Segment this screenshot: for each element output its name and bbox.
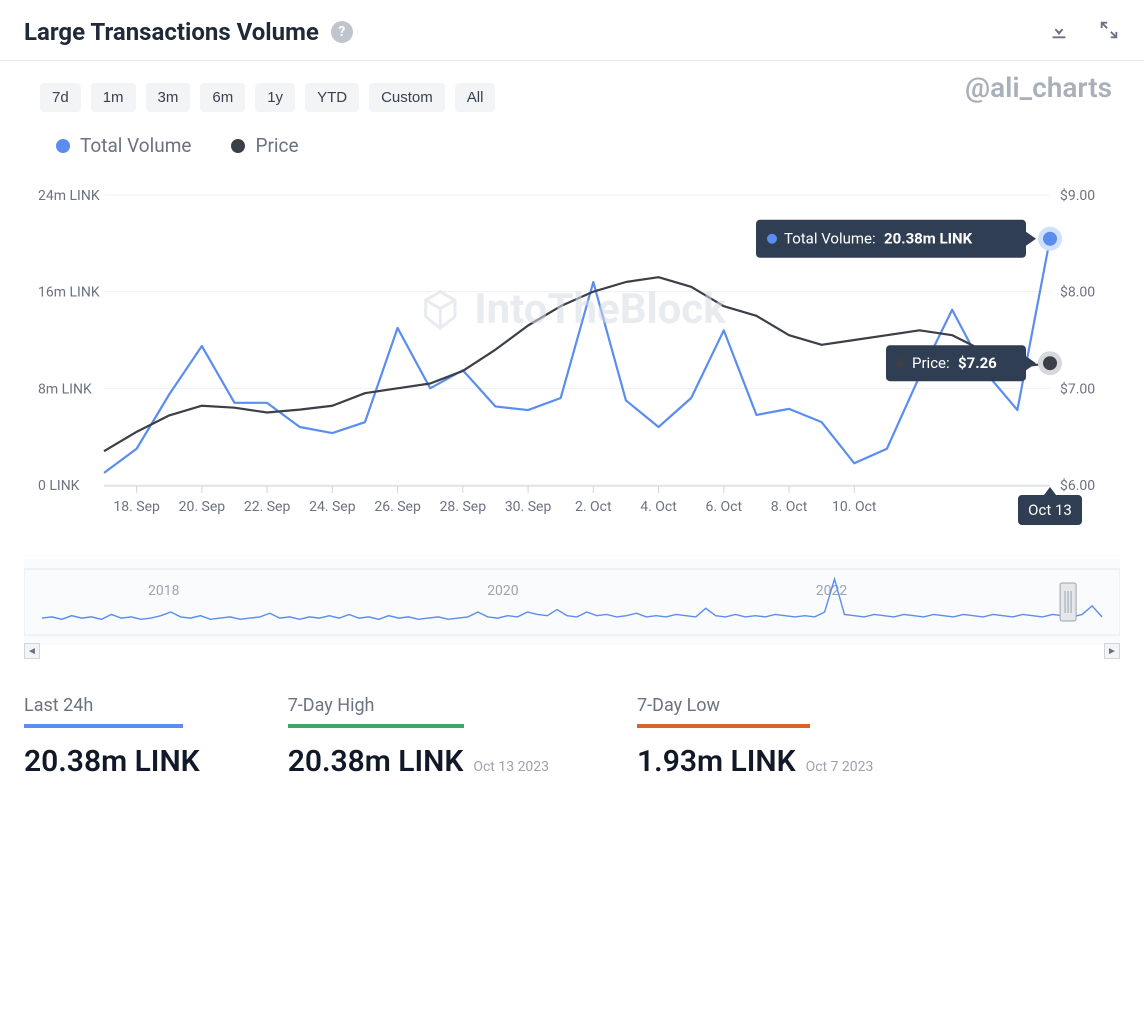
range-3m[interactable]: 3m [146, 83, 191, 112]
svg-text:22. Sep: 22. Sep [244, 499, 291, 515]
svg-text:$7.26: $7.26 [958, 354, 997, 372]
svg-text:16m LINK: 16m LINK [38, 285, 100, 301]
svg-text:$9.00: $9.00 [1060, 187, 1095, 204]
range-controls: 7d 1m 3m 6m 1y YTD Custom All @ali_chart… [0, 61, 1144, 124]
brush-area[interactable]: 201820202022 ◄ ► [0, 555, 1144, 667]
stat-7day-high-value: 20.38m LINK [288, 744, 464, 779]
svg-text:4. Oct: 4. Oct [640, 499, 677, 515]
stat-7day-low-label: 7-Day Low [637, 695, 810, 728]
range-6m[interactable]: 6m [200, 83, 245, 112]
stat-7day-high: 7-Day High 20.38m LINK Oct 13 2023 [288, 695, 549, 779]
range-1m[interactable]: 1m [91, 83, 136, 112]
svg-text:$8.00: $8.00 [1060, 284, 1095, 301]
stats-row: Last 24h 20.38m LINK 7-Day High 20.38m L… [0, 667, 1144, 815]
legend-price-label: Price [255, 134, 298, 157]
svg-text:24. Sep: 24. Sep [309, 499, 356, 515]
brush-scroll-right-icon[interactable]: ► [1104, 643, 1120, 659]
svg-text:2. Oct: 2. Oct [575, 499, 612, 515]
range-all[interactable]: All [455, 83, 496, 112]
chart-area[interactable]: IntoTheBlock 0 LINK8m LINK16m LINK24m LI… [0, 165, 1144, 555]
svg-text:Total Volume:: Total Volume: [784, 230, 876, 248]
range-custom[interactable]: Custom [369, 83, 445, 112]
svg-text:20. Sep: 20. Sep [179, 499, 226, 515]
help-icon[interactable]: ? [331, 21, 353, 43]
stat-7day-low: 7-Day Low 1.93m LINK Oct 7 2023 [637, 695, 873, 779]
svg-text:10. Oct: 10. Oct [832, 499, 877, 515]
svg-text:0 LINK: 0 LINK [38, 478, 80, 494]
legend-price-dot [231, 139, 245, 153]
svg-text:30. Sep: 30. Sep [505, 499, 552, 515]
legend-price[interactable]: Price [231, 134, 298, 157]
title-group: Large Transactions Volume ? [24, 18, 353, 46]
stat-last-24h-label: Last 24h [24, 695, 183, 728]
svg-text:28. Sep: 28. Sep [440, 499, 487, 515]
svg-text:18. Sep: 18. Sep [113, 499, 160, 515]
stat-7day-high-date: Oct 13 2023 [473, 759, 549, 775]
main-chart-svg: 0 LINK 8m LINK 16m LINK 24m LINK $6.00 $7.00 $… [24, 175, 1120, 555]
svg-text:$6.00: $6.00 [1060, 477, 1095, 494]
svg-text:8. Oct: 8. Oct [771, 499, 808, 515]
download-icon[interactable] [1048, 19, 1070, 45]
stat-7day-low-date: Oct 7 2023 [806, 759, 874, 775]
page-title: Large Transactions Volume [24, 18, 319, 46]
range-1y[interactable]: 1y [255, 83, 295, 112]
range-7d[interactable]: 7d [40, 83, 81, 112]
stat-7day-high-label: 7-Day High [288, 695, 465, 728]
svg-text:$7.00: $7.00 [1060, 380, 1095, 397]
header: Large Transactions Volume ? [0, 0, 1144, 61]
svg-text:2020: 2020 [487, 583, 519, 599]
legend-volume-dot [56, 139, 70, 153]
svg-text:20.38m LINK: 20.38m LINK [884, 230, 973, 248]
svg-text:24m LINK: 24m LINK [38, 188, 100, 204]
watermark-handle: @ali_charts [965, 71, 1112, 104]
brush-scroll-left-icon[interactable]: ◄ [24, 643, 40, 659]
legend-volume-label: Total Volume [80, 134, 191, 157]
svg-text:26. Sep: 26. Sep [374, 499, 421, 515]
range-ytd[interactable]: YTD [305, 83, 359, 112]
stat-last-24h: Last 24h 20.38m LINK [24, 695, 200, 779]
stat-7day-low-value: 1.93m LINK [637, 744, 796, 779]
legend: Total Volume Price [0, 124, 1144, 165]
stat-last-24h-value: 20.38m LINK [24, 744, 200, 779]
brush-svg: 201820202022 [24, 559, 1120, 645]
svg-text:2018: 2018 [148, 583, 180, 599]
legend-volume[interactable]: Total Volume [56, 134, 191, 157]
svg-text:8m LINK: 8m LINK [38, 381, 92, 397]
svg-text:Oct 13: Oct 13 [1028, 501, 1072, 519]
expand-icon[interactable] [1098, 19, 1120, 45]
svg-text:Price:: Price: [912, 354, 950, 372]
header-actions [1048, 19, 1120, 45]
svg-text:6. Oct: 6. Oct [706, 499, 743, 515]
